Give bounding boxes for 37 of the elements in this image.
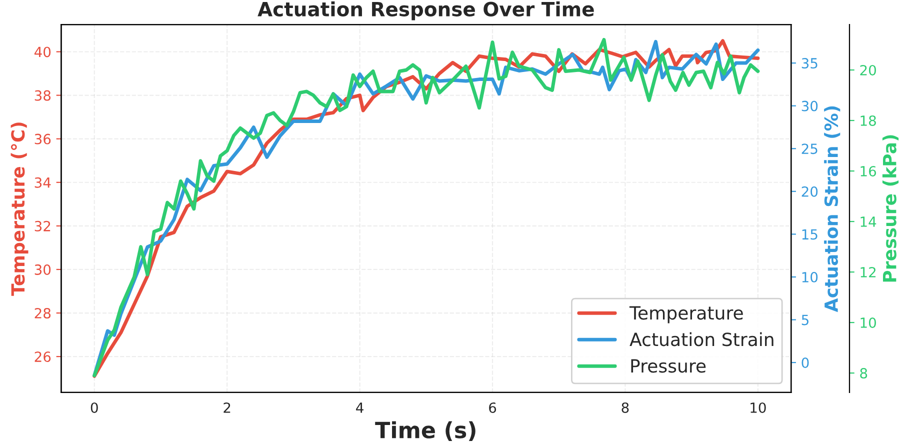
y3-tick-label: 18: [860, 115, 876, 126]
legend-label: Pressure: [631, 359, 706, 373]
x-tick-label: 2: [224, 402, 230, 413]
y3-tick-label: 16: [860, 166, 876, 176]
y-tick-label: 36: [34, 134, 51, 144]
y2-tick-label: 30: [802, 100, 818, 112]
y3-tick-label: 14: [860, 216, 876, 227]
x-tick-label: 0: [90, 402, 98, 413]
x-tick-label: 8: [622, 402, 629, 413]
legend-label: Temperature: [629, 306, 743, 324]
y-tick-label: 30: [34, 264, 51, 275]
y-tick-label: 32: [34, 220, 50, 232]
y2-axis-title: Actuation Strain (%): [824, 106, 840, 312]
y2-tick-label: 35: [802, 58, 818, 69]
y-tick-label: 26: [34, 352, 51, 362]
y2-tick-label: 0: [802, 358, 809, 368]
y2-tick-label: 20: [802, 186, 818, 197]
x-tick-label: 4: [356, 402, 364, 413]
y3-tick-label: 12: [860, 266, 876, 278]
y2-tick-label: 15: [802, 229, 818, 240]
y2-tick-label: 25: [802, 144, 818, 154]
y-tick-label: 40: [34, 46, 51, 58]
y-tick-label: 28: [34, 308, 51, 318]
y3-tick-label: 20: [860, 64, 876, 76]
y3-tick-label: 8: [860, 368, 868, 379]
y2-tick-label: 5: [802, 314, 808, 326]
y3-axis-title: Pressure (kPa): [882, 135, 899, 282]
legend-label: Actuation Strain: [630, 332, 774, 346]
y-axis-title: Temperature (°C): [10, 122, 28, 296]
y3-tick-label: 10: [860, 317, 876, 328]
x-tick-label: 10: [750, 402, 766, 413]
x-tick-label: 6: [489, 402, 496, 413]
y-tick-label: 34: [34, 177, 51, 188]
y2-tick-label: 10: [802, 272, 818, 282]
y-tick-label: 38: [34, 90, 51, 101]
chart-title: Actuation Response Over Time: [258, 1, 594, 20]
x-axis-title: Time (s): [375, 421, 476, 442]
